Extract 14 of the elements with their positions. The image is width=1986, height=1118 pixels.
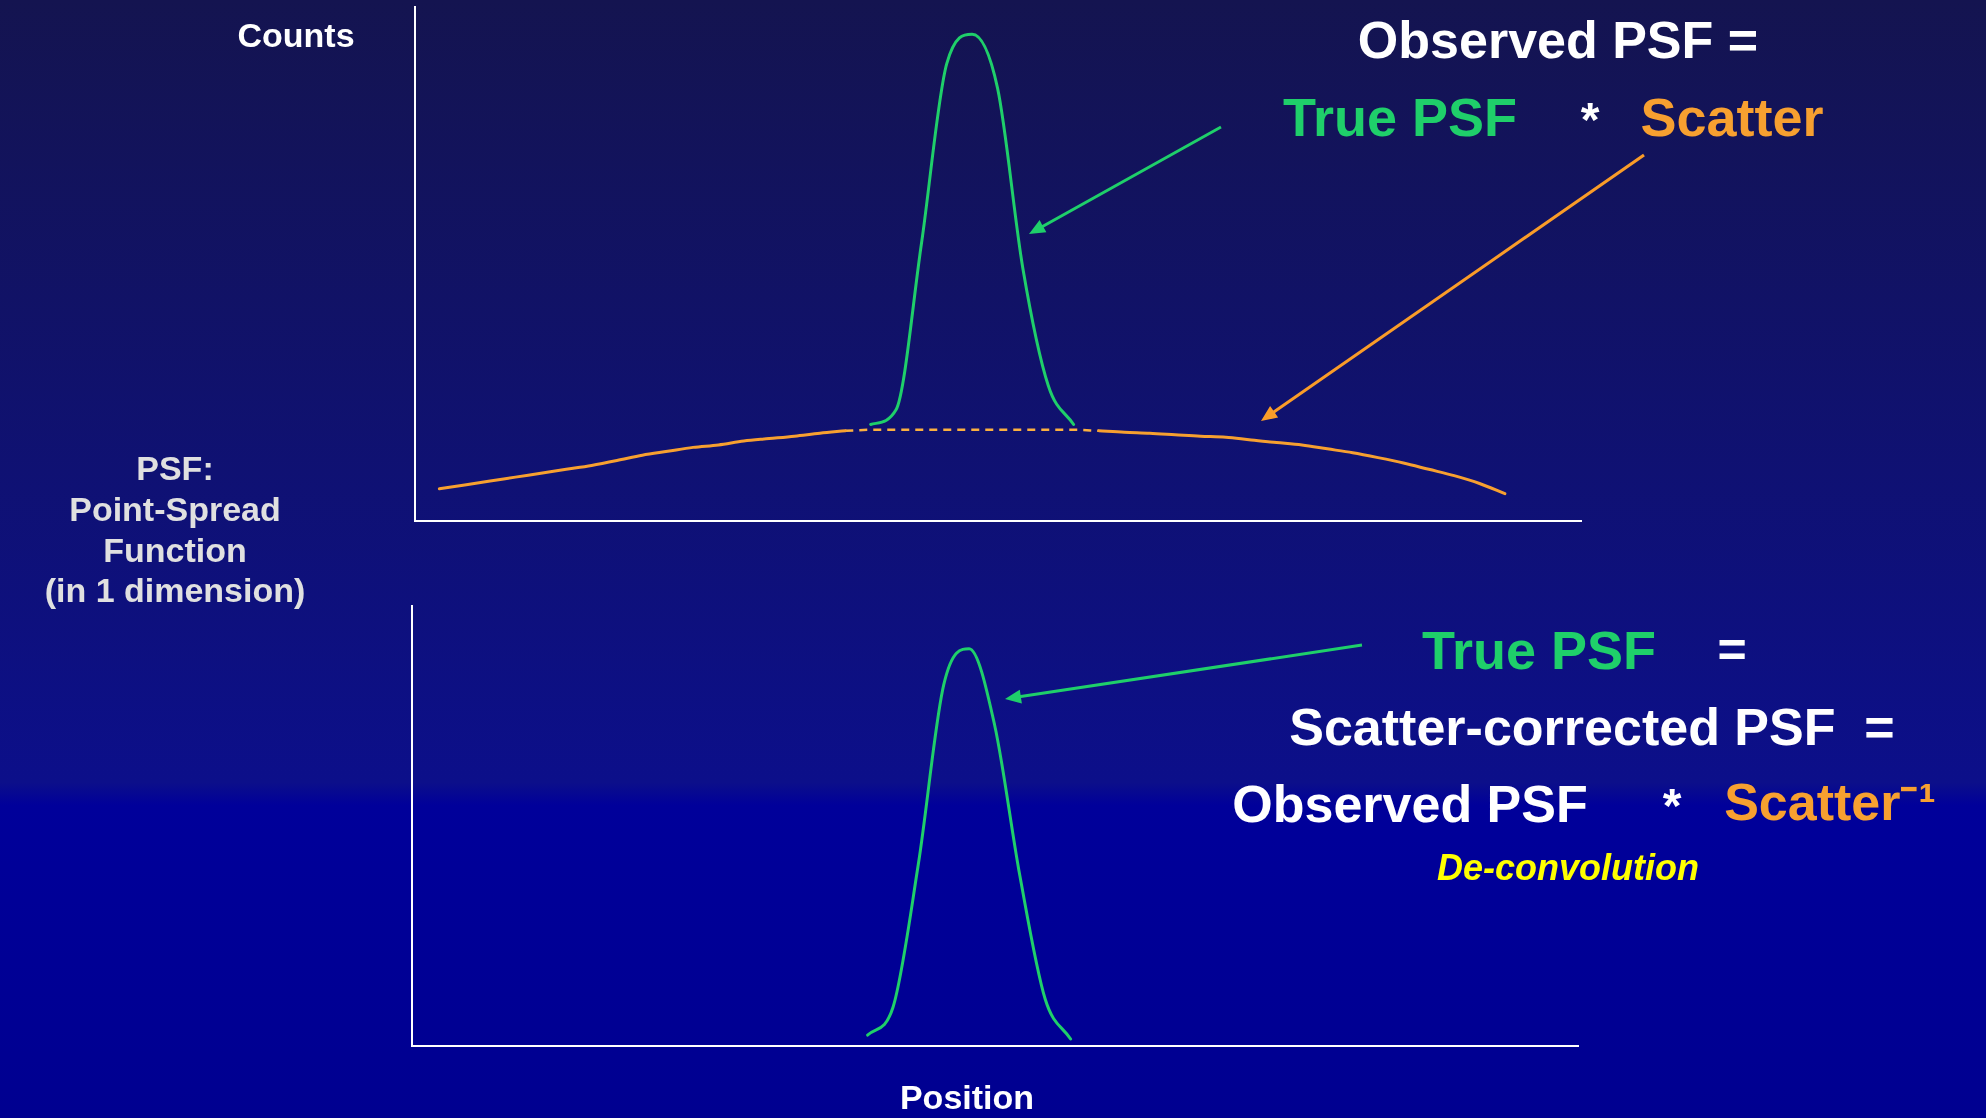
x-axis-title: Position <box>899 1076 1035 1118</box>
annotation: * <box>1580 92 1600 149</box>
annotation: Scatter-corrected PSF = <box>1289 696 1895 758</box>
text: Scatter <box>1640 85 1824 149</box>
text: * <box>1662 778 1682 835</box>
annotation: Observed PSF = <box>1357 9 1759 71</box>
annotation: True PSF <box>1282 85 1518 149</box>
text: Scatter⁻¹ <box>1724 771 1936 833</box>
y-axis-title: Counts <box>237 14 355 56</box>
annotation: De-convolution <box>1437 846 1699 890</box>
text: PSF: Point-Spread Function (in 1 dimension) <box>44 448 306 612</box>
annotation: True PSF <box>1421 618 1657 682</box>
text: = <box>1717 621 1747 680</box>
annotation: Observed PSF <box>1232 773 1588 835</box>
